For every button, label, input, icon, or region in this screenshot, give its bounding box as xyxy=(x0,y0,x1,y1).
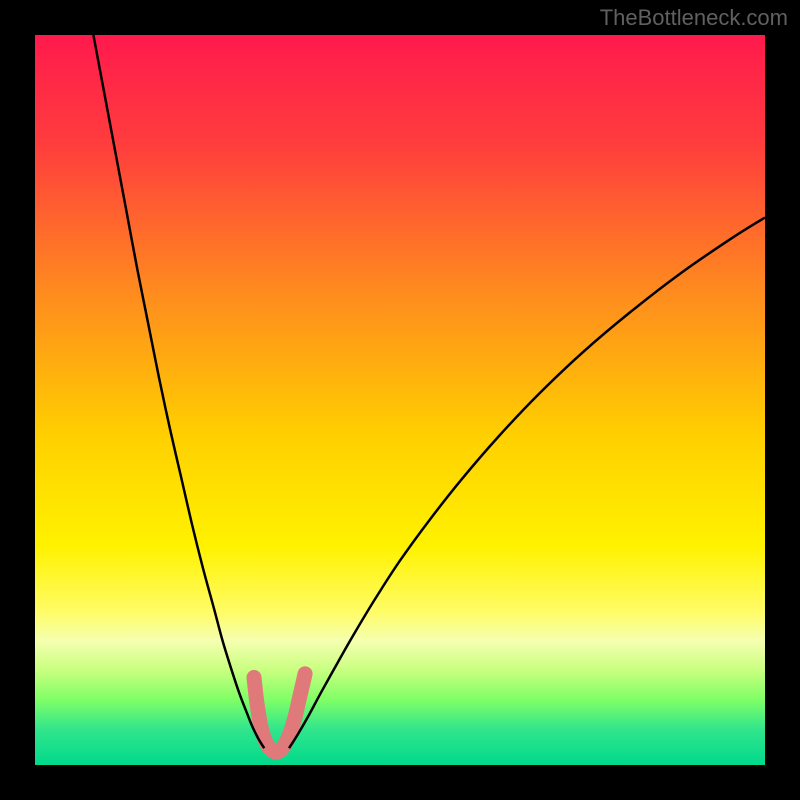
watermark-text: TheBottleneck.com xyxy=(600,5,788,31)
plot-area xyxy=(35,35,765,765)
highlight-segment xyxy=(254,674,305,752)
curve-layer xyxy=(35,35,765,765)
curve-left-line xyxy=(93,35,264,748)
chart-container: { "watermark": { "text": "TheBottleneck.… xyxy=(0,0,800,800)
curve-right-line xyxy=(289,218,765,749)
